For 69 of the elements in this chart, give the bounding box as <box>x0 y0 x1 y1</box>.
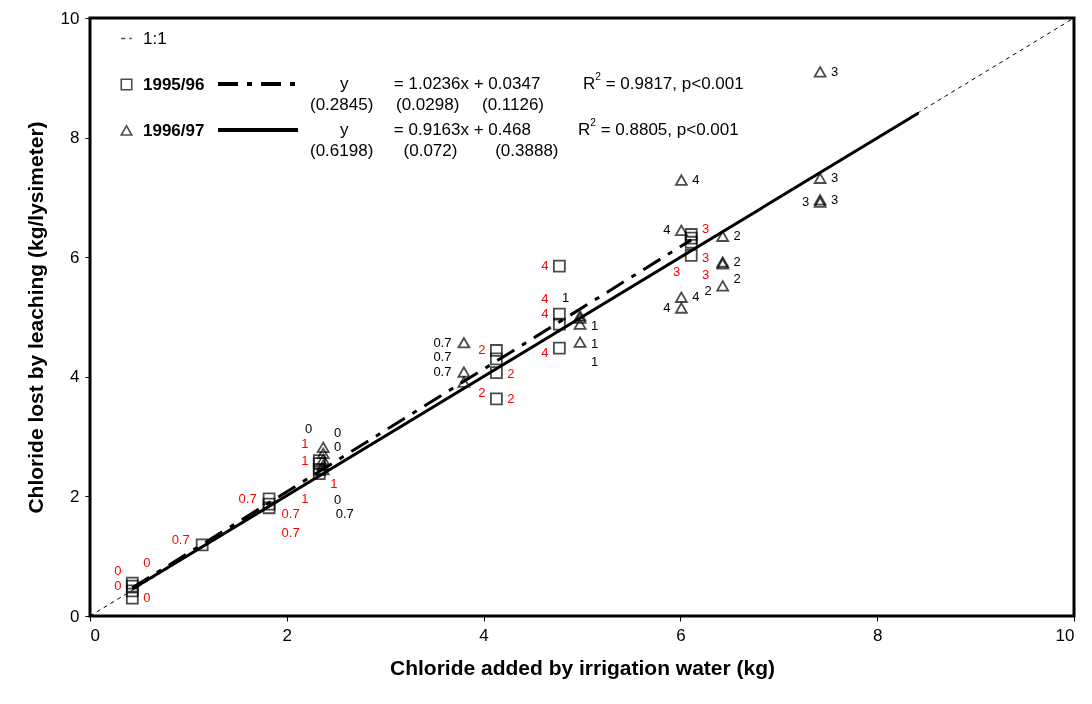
annotation: 4 <box>541 291 549 307</box>
annotation: 2 <box>704 282 712 298</box>
annotation: 3 <box>831 191 839 207</box>
annotation: 0 <box>334 492 342 508</box>
legend-label: 1:1 <box>143 28 167 48</box>
annotation: 3 <box>831 63 839 79</box>
x-axis-title: Chloride added by irrigation water (kg) <box>389 655 776 679</box>
x-tick-label: 0 <box>90 625 100 645</box>
annotation: 0 <box>114 577 122 593</box>
annotation: 2 <box>478 342 486 358</box>
text: (0.2845) (0.0298) (0.1126) <box>310 95 545 114</box>
y-tick-label: 6 <box>70 247 80 267</box>
annotation: 0 <box>334 425 342 441</box>
y-tick-label: 2 <box>70 486 80 506</box>
annotation: 3 <box>802 194 810 210</box>
x-tick-label: 4 <box>479 625 489 645</box>
y-axis-title: Chloride lost by leaching (kg/lysimeter) <box>23 121 47 514</box>
annotation: 0.7 <box>171 531 190 547</box>
annotation: 1 <box>590 336 599 352</box>
text: y = 1.0236x + 0.0347 <box>340 74 541 93</box>
annotation: 1 <box>301 436 309 452</box>
annotation: 1 <box>301 490 309 506</box>
annotation: 0.7 <box>433 364 452 380</box>
annotation: 3 <box>702 267 710 283</box>
annotation: 4 <box>692 289 700 305</box>
annotation: 0.7 <box>281 524 300 540</box>
annotation: 1 <box>561 290 570 306</box>
annotation: 3 <box>673 264 681 280</box>
annotation: 1 <box>301 452 309 468</box>
annotation: 3 <box>702 221 710 237</box>
annotation: 2 <box>507 390 515 406</box>
annotation: 2 <box>507 365 515 381</box>
y-tick-label: 10 <box>60 8 80 28</box>
y-tick-label: 0 <box>70 606 80 626</box>
annotation: 0 <box>305 421 313 437</box>
annotation: 4 <box>541 306 549 322</box>
annotation: 0.7 <box>433 334 452 350</box>
annotation: 0.7 <box>238 490 257 506</box>
annotation: 2 <box>733 253 741 269</box>
x-tick-label: 8 <box>872 625 883 645</box>
annotation: 4 <box>663 300 671 316</box>
x-tick-label: 6 <box>676 625 686 645</box>
annotation: 3 <box>702 250 710 266</box>
text: y = 0.9163x + 0.468 <box>340 120 531 139</box>
annotation: 4 <box>541 345 549 361</box>
annotation: 4 <box>541 258 549 274</box>
legend-label: 1996/97 <box>143 120 205 140</box>
annotation: 4 <box>692 172 700 188</box>
annotation: 1 <box>590 354 599 370</box>
y-tick-label: 8 <box>70 128 80 148</box>
annotation: 3 <box>831 170 839 186</box>
annotation: 0 <box>334 439 342 455</box>
annotation: 0.7 <box>433 349 452 365</box>
annotation: 1 <box>590 317 599 333</box>
legend-label: 1995/96 <box>143 74 205 94</box>
y-tick-label: 4 <box>70 367 80 387</box>
annotation: 2 <box>733 270 741 286</box>
annotation: 0 <box>143 590 151 606</box>
annotation: 0 <box>143 555 151 571</box>
annotation: 2 <box>478 384 486 400</box>
annotation: 1 <box>330 475 338 491</box>
text: (0.6198) (0.072) (0.3888) <box>310 141 559 160</box>
annotation: 0 <box>114 563 122 579</box>
annotation: 4 <box>663 222 671 238</box>
annotation: 2 <box>733 228 741 244</box>
annotation: 0.7 <box>281 506 300 522</box>
annotation: 0.7 <box>335 506 354 522</box>
x-tick-label: 2 <box>282 625 293 645</box>
x-tick-label: 10 <box>1055 625 1075 645</box>
